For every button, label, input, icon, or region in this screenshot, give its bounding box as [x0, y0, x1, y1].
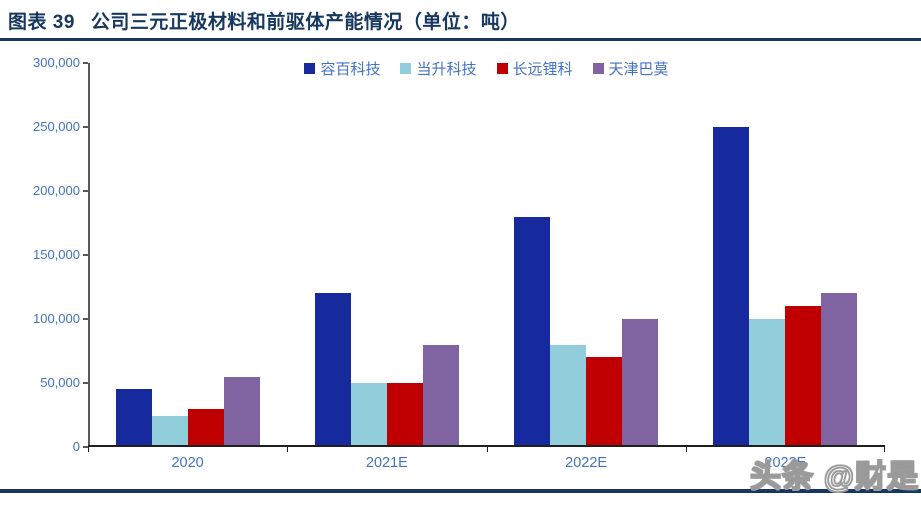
- figure-title-text: 公司三元正极材料和前驱体产能情况（单位：吨）: [90, 12, 520, 33]
- legend-swatch-icon: [496, 62, 508, 74]
- legend-item-长远锂科: 长远锂科: [496, 58, 573, 79]
- legend-item-当升科技: 当升科技: [400, 58, 477, 79]
- x-axis-category-label: 2023E: [764, 455, 807, 471]
- y-axis-tick: [83, 254, 88, 256]
- y-axis-tick-label: 100,000: [33, 311, 80, 326]
- bar-当升科技-2020: [151, 416, 188, 447]
- y-axis-tick: [83, 446, 88, 448]
- bar-当升科技-2022E: [550, 344, 587, 447]
- y-axis-tick: [83, 62, 88, 64]
- y-axis-tick-label: 250,000: [33, 119, 80, 134]
- bar-容百科技-2020: [115, 389, 152, 447]
- legend-label: 天津巴莫: [608, 60, 669, 78]
- y-axis-tick: [83, 382, 88, 384]
- figure-title: 图表 39 公司三元正极材料和前驱体产能情况（单位：吨）: [8, 7, 913, 34]
- bar-长远锂科-2021E: [386, 383, 423, 447]
- bar-长远锂科-2022E: [586, 357, 623, 447]
- legend-label: 长远锂科: [512, 60, 573, 78]
- bar-当升科技-2023E: [749, 319, 786, 447]
- bar-当升科技-2021E: [350, 383, 387, 447]
- y-axis-tick: [83, 126, 88, 128]
- x-axis-category-label: 2021E: [365, 455, 408, 471]
- plot-area: 0 50,000 100,000 150,000 200,000 250,000 300,0…: [33, 55, 885, 471]
- bar-容百科技-2021E: [314, 293, 351, 447]
- y-axis-tick-label: 300,000: [33, 55, 80, 70]
- y-axis-tick-label: 50,000: [40, 375, 80, 390]
- bar-天津巴莫-2022E: [622, 319, 659, 447]
- legend-swatch-icon: [304, 62, 316, 74]
- bar-天津巴莫-2021E: [422, 344, 459, 447]
- legend-swatch-icon: [592, 62, 604, 74]
- legend-item-天津巴莫: 天津巴莫: [592, 58, 669, 79]
- y-axis-tick-label: 0: [72, 439, 80, 454]
- y-axis-tick: [83, 318, 88, 320]
- x-axis-line: [88, 445, 885, 447]
- x-axis-tick: [884, 445, 885, 452]
- watermark: 头条 @财是: [749, 458, 919, 495]
- x-axis-category-label: 2020: [171, 455, 204, 471]
- legend-item-容百科技: 容百科技: [304, 58, 380, 79]
- legend-label: 容百科技: [320, 60, 381, 78]
- legend-label: 当升科技: [416, 60, 477, 78]
- y-axis-tick: [83, 190, 88, 192]
- y-axis-tick-label: 150,000: [33, 247, 80, 262]
- bar-长远锂科-2023E: [785, 306, 822, 447]
- x-axis-category-label: 2022E: [565, 455, 608, 471]
- figure-label: 图表 39: [8, 12, 75, 33]
- legend-swatch-icon: [400, 62, 412, 74]
- bar-天津巴莫-2023E: [821, 293, 858, 447]
- bar-天津巴莫-2020: [223, 376, 260, 447]
- bar-长远锂科-2020: [187, 408, 224, 447]
- x-axis-tick: [287, 445, 288, 452]
- x-axis-tick: [686, 445, 687, 452]
- x-axis-tick: [487, 445, 488, 452]
- y-axis-line: [88, 63, 90, 447]
- y-axis-tick-label: 200,000: [33, 183, 80, 198]
- bar-容百科技-2022E: [514, 216, 551, 447]
- x-axis-tick: [88, 445, 89, 452]
- title-rule: [0, 38, 921, 41]
- chart-legend: 容百科技 当升科技 长远锂科 天津巴莫: [88, 58, 885, 78]
- bottom-rule: [0, 489, 921, 493]
- bar-容百科技-2023E: [713, 127, 750, 447]
